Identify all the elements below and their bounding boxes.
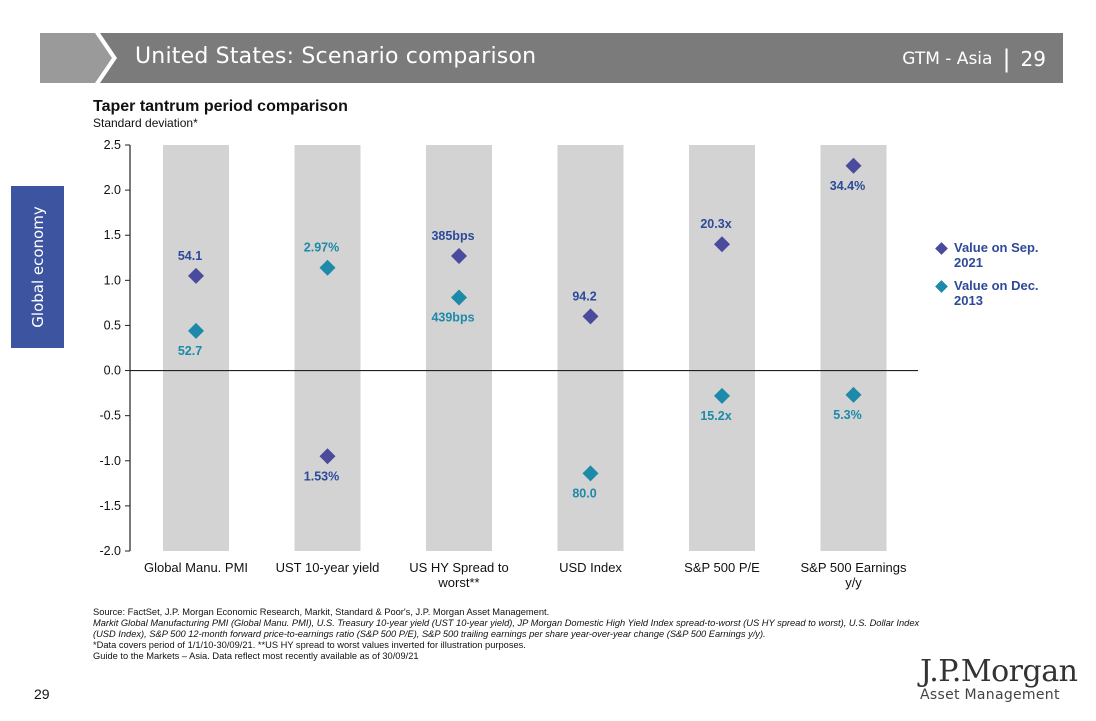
category-band [294, 145, 361, 551]
header-section: GTM - Asia | 29 [902, 47, 1046, 71]
chart-y-axis-label: Standard deviation* [93, 116, 198, 130]
category-band [820, 145, 887, 551]
footnote-guide: Guide to the Markets – Asia. Data reflec… [93, 651, 419, 661]
data-point-diamond [714, 387, 730, 404]
category-band [426, 145, 492, 551]
data-point-diamond [319, 448, 336, 465]
data-label: 20.3x [700, 217, 731, 231]
legend-item-dec-2013: Value on Dec. 2013 [935, 278, 1057, 308]
header-page-number: 29 [1020, 47, 1046, 71]
chart-legend: Value on Sep. 2021 Value on Dec. 2013 [935, 240, 1057, 316]
data-point-diamond [582, 308, 599, 325]
legend-label: Value on Sep. 2021 [954, 240, 1039, 270]
y-tick-label: -1.0 [99, 454, 121, 468]
legend-line: 2013 [954, 293, 983, 308]
y-tick-label: 0.5 [104, 318, 121, 332]
y-tick-label: 1.5 [104, 228, 121, 242]
legend-line: Value on Dec. [954, 278, 1039, 293]
x-category-label: y/y [845, 575, 862, 590]
y-tick-label: 2.0 [104, 183, 121, 197]
y-tick-label: -2.0 [99, 544, 121, 558]
data-point-diamond [451, 289, 467, 306]
legend-item-sep-2021: Value on Sep. 2021 [935, 240, 1057, 270]
diamond-icon [935, 242, 948, 255]
data-label: 54.1 [178, 249, 202, 263]
footnotes: Source: FactSet, J.P. Morgan Economic Re… [93, 607, 923, 662]
x-category-label: S&P 500 P/E [684, 560, 760, 575]
data-point-diamond [451, 247, 467, 264]
data-label: 52.7 [178, 344, 202, 358]
diamond-icon [935, 280, 948, 293]
page-title: United States: Scenario comparison [135, 44, 537, 69]
x-category-label: S&P 500 Earnings [801, 560, 907, 575]
x-category-label: Global Manu. PMI [144, 560, 248, 575]
scatter-chart: 2.5 2.0 1.5 1.0 0.5 0.0 -0.5 -1.0 -1.5 -2.0 Global… [99, 138, 918, 590]
data-point-diamond [845, 386, 862, 403]
y-tick-label: -1.5 [99, 499, 121, 513]
data-label: 80.0 [572, 486, 596, 500]
category-band [163, 145, 229, 551]
jpmorgan-logo: J.P.Morgan Asset Management [920, 654, 1078, 703]
data-point-diamond [714, 236, 730, 253]
legend-line: Value on Sep. [954, 240, 1039, 255]
header-separator: | [1002, 45, 1011, 73]
y-tick-label: 1.0 [104, 273, 121, 287]
chart-title: Taper tantrum period comparison [93, 98, 348, 115]
logo-subtitle: Asset Management [920, 687, 1060, 703]
side-tab-label: Global economy [28, 206, 47, 328]
legend-label: Value on Dec. 2013 [954, 278, 1039, 308]
x-category-label: USD Index [559, 560, 622, 575]
x-category-label: US HY Spread to [409, 560, 508, 575]
data-label: 439bps [431, 310, 474, 324]
section-label: GTM - Asia [902, 49, 993, 69]
data-label: 94.2 [572, 289, 596, 303]
data-label: 385bps [431, 229, 474, 243]
x-category-label: UST 10-year yield [276, 560, 380, 575]
data-label: 34.4% [830, 179, 865, 193]
footnote-notes: *Data covers period of 1/1/10-30/09/21. … [93, 640, 526, 650]
data-point-diamond [188, 267, 204, 284]
category-band [689, 145, 755, 551]
data-point-diamond [319, 259, 336, 276]
logo-name: J.P.Morgan [920, 654, 1078, 689]
data-label: 2.97% [304, 241, 339, 255]
data-point-diamond [188, 322, 204, 339]
side-tab[interactable]: Global economy [11, 186, 64, 348]
footnote-definitions: Markit Global Manufacturing PMI (Global … [93, 618, 920, 639]
data-label: 1.53% [304, 469, 339, 483]
data-point-diamond [845, 157, 862, 174]
data-label: 15.2x [700, 409, 731, 423]
category-band [557, 145, 624, 551]
data-point-diamond [582, 465, 599, 482]
y-tick-label: -0.5 [99, 409, 121, 423]
legend-line: 2021 [954, 255, 983, 270]
y-tick-label: 0.0 [104, 364, 121, 378]
page-number: 29 [34, 686, 50, 702]
x-category-label: worst** [437, 575, 479, 590]
footnote-source: Source: FactSet, J.P. Morgan Economic Re… [93, 607, 550, 617]
header-arrow-shape [40, 33, 1063, 83]
data-label: 5.3% [833, 408, 862, 422]
header-bar [40, 33, 1063, 83]
y-tick-label: 2.5 [104, 138, 121, 152]
